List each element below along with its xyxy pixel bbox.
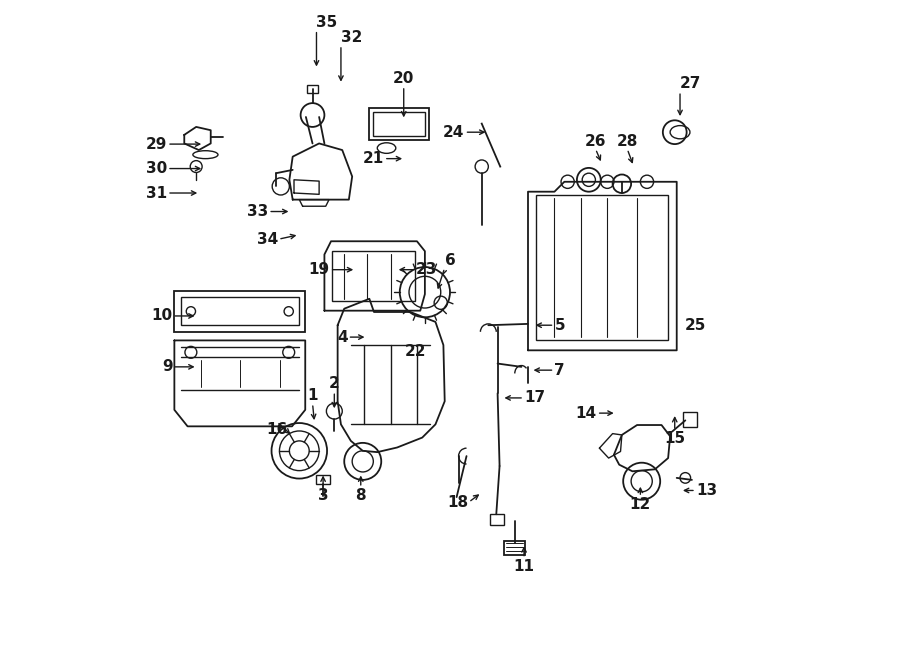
Text: 21: 21 xyxy=(363,151,384,166)
Text: 13: 13 xyxy=(696,483,717,498)
Bar xyxy=(490,514,504,525)
Text: 22: 22 xyxy=(405,344,427,359)
Text: 26: 26 xyxy=(585,134,607,149)
Text: 16: 16 xyxy=(266,422,287,437)
Text: 14: 14 xyxy=(576,406,597,420)
Text: 15: 15 xyxy=(664,431,685,446)
Text: 8: 8 xyxy=(356,488,366,503)
Bar xyxy=(181,297,299,325)
Text: 34: 34 xyxy=(256,232,278,247)
Text: 5: 5 xyxy=(554,318,565,332)
Text: 10: 10 xyxy=(151,309,173,323)
Bar xyxy=(374,112,425,136)
Text: 27: 27 xyxy=(680,76,701,91)
Text: 24: 24 xyxy=(443,125,464,139)
Text: 31: 31 xyxy=(146,186,167,200)
Text: 11: 11 xyxy=(514,559,535,574)
Bar xyxy=(332,251,415,301)
Text: 9: 9 xyxy=(162,360,173,374)
Text: 19: 19 xyxy=(309,262,329,277)
Bar xyxy=(536,195,668,340)
Text: 29: 29 xyxy=(146,137,167,151)
Bar xyxy=(307,85,318,93)
Text: 33: 33 xyxy=(247,204,268,219)
Text: 25: 25 xyxy=(685,318,706,332)
Text: 17: 17 xyxy=(524,391,545,405)
Text: 2: 2 xyxy=(329,376,339,391)
Text: 18: 18 xyxy=(447,495,469,510)
Bar xyxy=(175,291,305,332)
Text: 20: 20 xyxy=(393,71,414,86)
Text: 23: 23 xyxy=(416,262,437,277)
Bar xyxy=(504,541,526,555)
Text: 3: 3 xyxy=(318,488,328,503)
Text: 28: 28 xyxy=(616,134,638,149)
Text: 35: 35 xyxy=(317,15,338,30)
Text: 12: 12 xyxy=(630,497,651,512)
Bar xyxy=(683,412,697,427)
Text: 32: 32 xyxy=(341,30,363,45)
Text: 6: 6 xyxy=(445,253,455,268)
Bar xyxy=(369,108,428,140)
Text: 7: 7 xyxy=(554,363,565,377)
Text: 4: 4 xyxy=(337,330,347,344)
Text: 30: 30 xyxy=(146,161,167,176)
Bar xyxy=(317,475,329,484)
Text: 1: 1 xyxy=(307,388,318,403)
